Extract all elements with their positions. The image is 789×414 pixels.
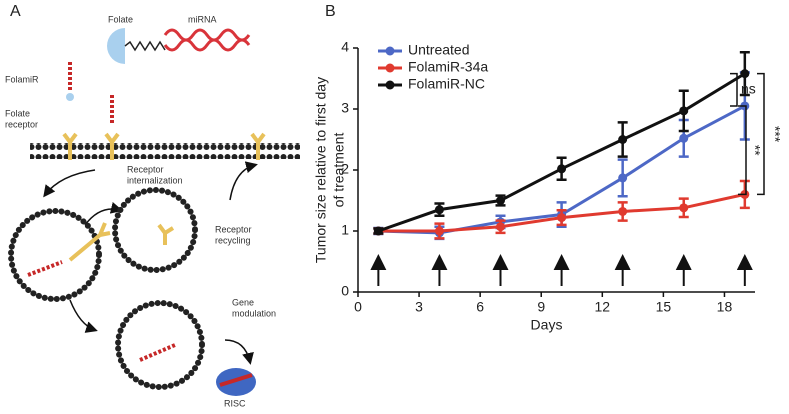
receptor <box>157 223 175 245</box>
y-tick-label: 3 <box>341 100 349 116</box>
label: Folate <box>108 14 133 24</box>
x-tick-label: 3 <box>415 299 423 315</box>
folate-icon <box>107 28 125 64</box>
label: Receptor <box>215 224 252 234</box>
point <box>434 226 444 236</box>
legend-label: FolamiR-NC <box>408 76 485 92</box>
label: RISC <box>224 398 246 408</box>
label: modulation <box>232 308 276 318</box>
label: miRNA <box>188 14 217 24</box>
annotation: ** <box>747 145 763 156</box>
vesicles <box>8 187 205 390</box>
point <box>618 135 628 144</box>
mirna-icon <box>163 28 251 52</box>
point <box>496 196 506 205</box>
point <box>557 213 567 223</box>
bracket <box>730 72 738 107</box>
y-tick-label: 0 <box>341 283 349 299</box>
legend-label: Untreated <box>408 42 469 58</box>
folamir-icon <box>139 343 176 362</box>
x-axis-label: Days <box>531 317 563 333</box>
legend-label: FolamiR-34a <box>408 59 488 75</box>
panel-label: B <box>325 3 336 20</box>
arrow <box>69 299 98 333</box>
y-axis-label: of treatment <box>331 133 347 208</box>
linker <box>124 40 166 52</box>
membrane <box>30 143 300 159</box>
arrow <box>84 202 123 226</box>
label: recycling <box>215 235 251 245</box>
panel-label: A <box>10 3 21 20</box>
y-tick-label: 1 <box>341 222 349 238</box>
y-tick-label: 4 <box>341 39 349 55</box>
label: receptor <box>5 119 38 129</box>
legend-marker <box>385 63 395 73</box>
arrow <box>229 161 258 201</box>
point <box>373 226 383 236</box>
x-tick-label: 6 <box>476 299 484 315</box>
folate-icon <box>66 93 74 101</box>
diagram: Folate miRNA FolamiR Folate receptor Rec… <box>5 14 300 408</box>
annotation: ns <box>741 80 756 96</box>
legend-marker <box>385 46 395 56</box>
label: Receptor <box>127 164 164 174</box>
receptors <box>62 132 266 160</box>
annotation: *** <box>767 126 783 143</box>
point <box>434 205 444 215</box>
point <box>740 69 750 79</box>
x-tick-label: 9 <box>537 299 545 315</box>
x-tick-label: 12 <box>595 299 611 315</box>
point <box>679 133 689 143</box>
bracket <box>738 105 747 196</box>
receptor <box>68 222 111 262</box>
x-tick-label: 18 <box>717 299 733 315</box>
x-tick-label: 0 <box>354 299 362 315</box>
point <box>679 203 689 213</box>
x-tick-label: 15 <box>656 299 672 315</box>
point <box>618 173 628 183</box>
mirna-icon <box>219 373 253 387</box>
point <box>679 106 689 116</box>
bracket <box>757 72 765 196</box>
arrow <box>224 339 254 365</box>
label: Folate <box>5 108 30 118</box>
label: internalization <box>127 175 183 185</box>
point <box>618 206 628 216</box>
point <box>557 164 567 174</box>
y-axis-label: Tumor size relative to first day <box>313 77 329 263</box>
arrow <box>43 169 96 198</box>
label: FolamiR <box>5 74 39 84</box>
point <box>496 222 506 232</box>
legend-marker <box>385 80 395 90</box>
folamir-icon <box>27 260 63 277</box>
label: Gene <box>232 297 254 307</box>
y-tick-label: 2 <box>341 161 349 177</box>
